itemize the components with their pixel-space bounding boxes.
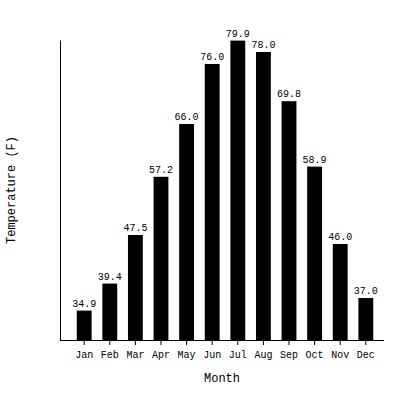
x-tick-mark bbox=[160, 340, 161, 345]
bar bbox=[205, 64, 220, 340]
bar bbox=[256, 52, 271, 340]
x-tick-mark bbox=[289, 340, 290, 345]
y-axis bbox=[60, 41, 61, 341]
bar bbox=[77, 311, 92, 340]
x-tick: Aug bbox=[254, 340, 272, 361]
bar bbox=[358, 298, 373, 340]
x-tick-mark bbox=[365, 340, 366, 345]
x-tick-label: Apr bbox=[152, 350, 170, 361]
x-tick-label: Mar bbox=[126, 350, 144, 361]
x-tick: Sep bbox=[280, 340, 298, 361]
bar bbox=[307, 167, 322, 340]
chart: 34.9 39.4 47.5 57.2 66.0 76.0 79.978.0 69.8 58.9… bbox=[0, 0, 400, 400]
x-tick-label: Dec bbox=[357, 350, 375, 361]
x-tick: Feb bbox=[101, 340, 119, 361]
x-tick: Jul bbox=[229, 340, 247, 361]
x-tick-mark bbox=[109, 340, 110, 345]
x-tick-mark bbox=[314, 340, 315, 345]
data-label: 37.0 bbox=[354, 286, 378, 297]
x-tick-mark bbox=[212, 340, 213, 345]
x-tick-label: Aug bbox=[254, 350, 272, 361]
x-tick-mark bbox=[263, 340, 264, 345]
x-tick: Nov bbox=[331, 340, 349, 361]
x-tick-label: Jun bbox=[203, 350, 221, 361]
x-axis: Jan Feb Mar Apr May Jun Jul Aug Sep Oct Nov Dec bbox=[60, 340, 384, 361]
x-tick-label: Jul bbox=[229, 350, 247, 361]
x-tick-mark bbox=[186, 340, 187, 345]
data-label: 69.8 bbox=[277, 89, 301, 100]
x-tick-label: May bbox=[178, 350, 196, 361]
x-tick-mark bbox=[237, 340, 238, 345]
x-tick-label: Sep bbox=[280, 350, 298, 361]
data-label: 58.9 bbox=[303, 155, 327, 166]
bar bbox=[282, 101, 297, 340]
x-tick: Mar bbox=[126, 340, 144, 361]
x-tick: Oct bbox=[306, 340, 324, 361]
data-label: 76.0 bbox=[200, 52, 224, 63]
data-label: 66.0 bbox=[175, 112, 199, 123]
x-tick: Jun bbox=[203, 340, 221, 361]
x-tick: Jan bbox=[75, 340, 93, 361]
bar bbox=[128, 235, 143, 340]
x-tick-mark bbox=[84, 340, 85, 345]
bars bbox=[77, 41, 373, 340]
data-label: 46.0 bbox=[328, 232, 352, 243]
x-tick-label: Jan bbox=[75, 350, 93, 361]
data-label: 57.2 bbox=[149, 165, 173, 176]
x-axis-line bbox=[60, 340, 384, 341]
data-label: 79.9 bbox=[226, 29, 250, 40]
data-label: 47.5 bbox=[123, 223, 147, 234]
x-tick-label: Nov bbox=[331, 350, 349, 361]
data-labels: 34.9 39.4 47.5 57.2 66.0 76.0 79.978.0 69.8 58.9… bbox=[72, 29, 378, 310]
x-tick-label: Oct bbox=[306, 350, 324, 361]
bar bbox=[154, 177, 169, 340]
x-tick-mark bbox=[340, 340, 341, 345]
x-axis-title: Month bbox=[204, 372, 240, 386]
data-label: 78.0 bbox=[251, 40, 275, 51]
data-label: 39.4 bbox=[98, 272, 122, 283]
x-tick-label: Feb bbox=[101, 350, 119, 361]
bar bbox=[333, 244, 348, 340]
y-axis-title: Temperature (F) bbox=[5, 136, 19, 244]
bar bbox=[102, 284, 117, 340]
bar bbox=[179, 124, 194, 340]
data-label: 34.9 bbox=[72, 299, 96, 310]
bar bbox=[230, 41, 245, 340]
x-tick: May bbox=[178, 340, 196, 361]
y-axis-line bbox=[60, 41, 61, 341]
x-tick: Apr bbox=[152, 340, 170, 361]
x-tick: Dec bbox=[357, 340, 375, 361]
x-tick-mark bbox=[135, 340, 136, 345]
